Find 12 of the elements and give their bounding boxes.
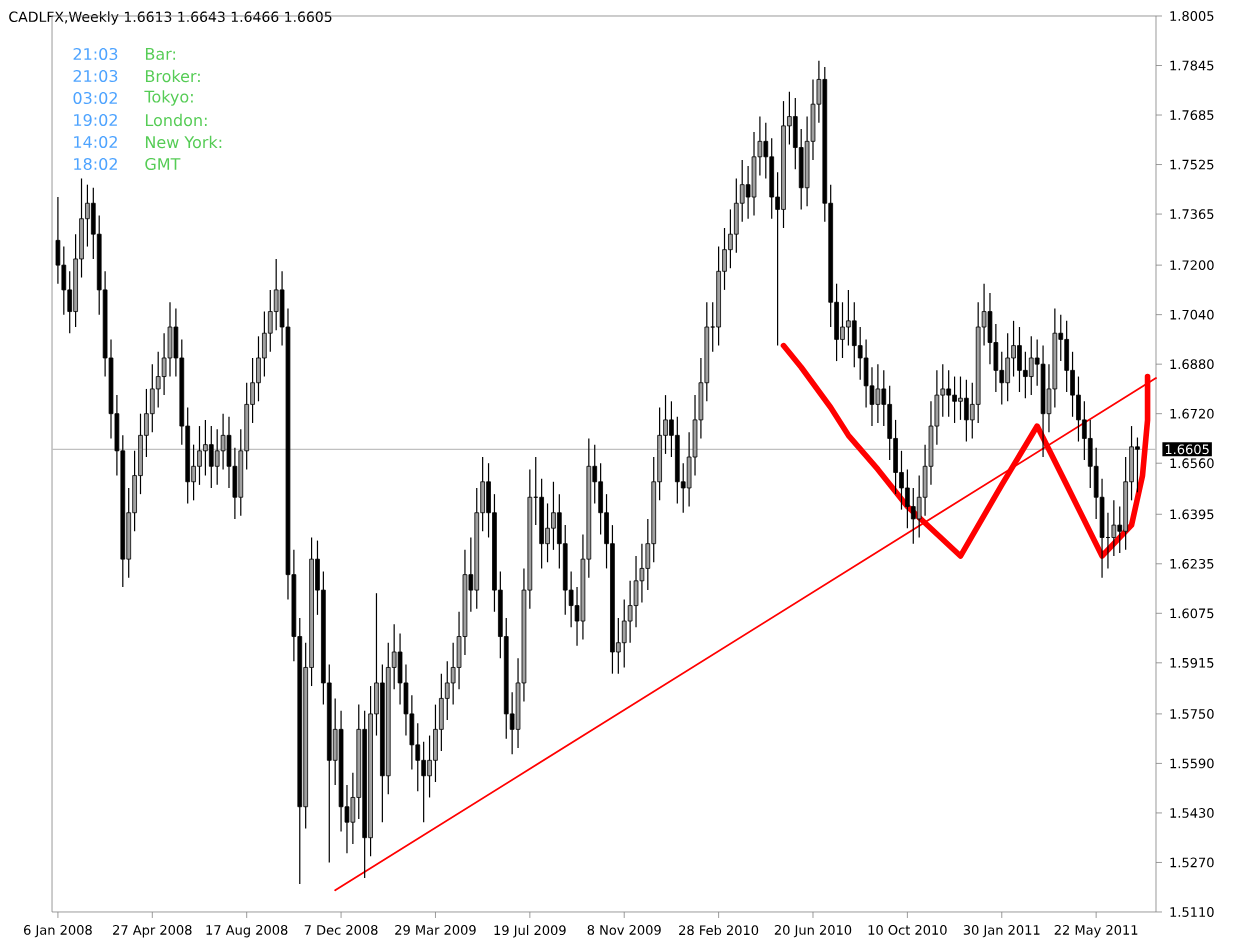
annotation: 18:02 bbox=[74, 157, 117, 171]
annotation: Tokyo: bbox=[144, 90, 193, 106]
annotation: Broker: bbox=[145, 69, 200, 83]
annotation: Bar: bbox=[145, 48, 176, 60]
annotation: 14:02 bbox=[74, 135, 117, 149]
annotation: London: bbox=[145, 113, 207, 127]
annotation: New York: bbox=[145, 135, 222, 149]
annotation: 21:03 bbox=[73, 69, 118, 83]
annotation: 03:02 bbox=[73, 91, 117, 105]
annotation: GMT bbox=[145, 157, 181, 171]
annotation: 19:02 bbox=[74, 113, 117, 127]
annotation: 21:03 bbox=[73, 47, 118, 61]
